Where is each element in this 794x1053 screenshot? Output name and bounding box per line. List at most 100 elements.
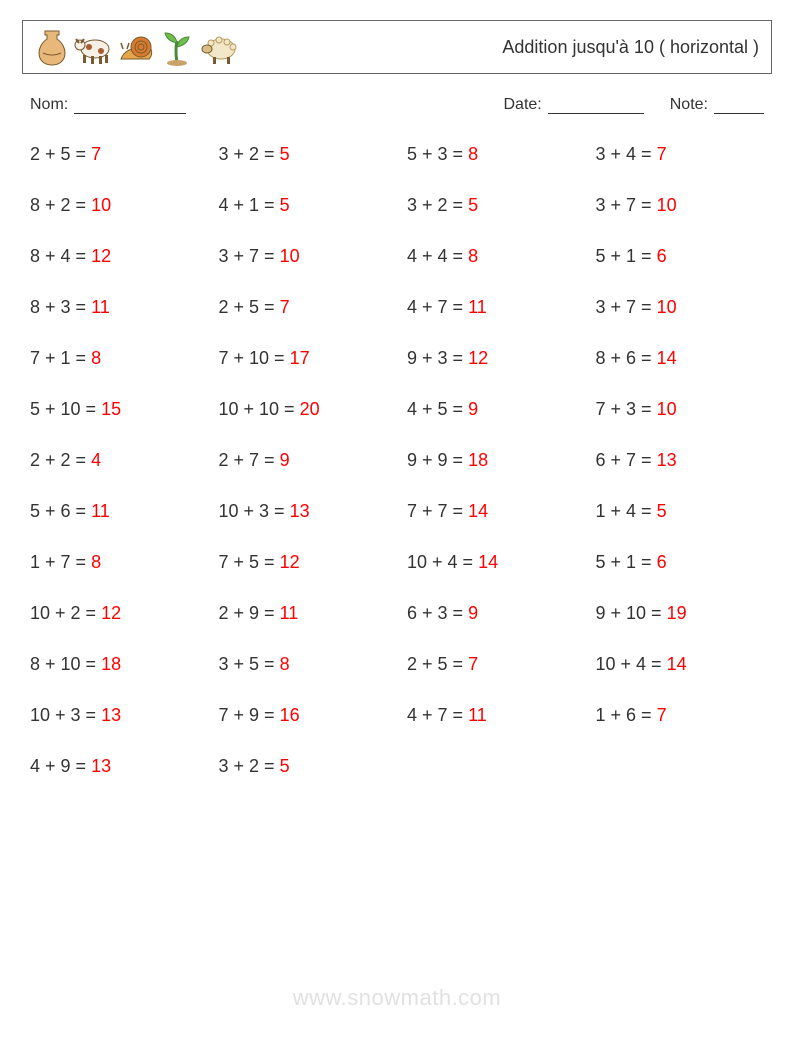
problem-expression: 2 + 9 =: [219, 603, 280, 623]
problem-expression: 3 + 5 =: [219, 654, 280, 674]
problem-expression: 4 + 4 =: [407, 246, 468, 266]
problem: 2 + 5 = 7: [407, 654, 576, 675]
problem: 6 + 3 = 9: [407, 603, 576, 624]
header-icons: [35, 27, 241, 67]
problem-answer: 15: [101, 399, 121, 419]
problem-expression: 5 + 6 =: [30, 501, 91, 521]
problem: 5 + 3 = 8: [407, 144, 576, 165]
problem-expression: 3 + 4 =: [596, 144, 657, 164]
problem: 8 + 6 = 14: [596, 348, 765, 369]
problem-answer: 10: [657, 399, 677, 419]
problem-expression: 3 + 7 =: [596, 297, 657, 317]
problem-expression: 10 + 4 =: [596, 654, 667, 674]
problem: 10 + 4 = 14: [407, 552, 576, 573]
problem: 3 + 2 = 5: [407, 195, 576, 216]
problem-answer: 12: [101, 603, 121, 623]
problem-answer: 14: [667, 654, 687, 674]
problem-expression: 4 + 9 =: [30, 756, 91, 776]
problem-expression: 5 + 3 =: [407, 144, 468, 164]
problem-answer: 13: [290, 501, 310, 521]
problem: 7 + 10 = 17: [219, 348, 388, 369]
problem-expression: 3 + 2 =: [219, 756, 280, 776]
problem: 1 + 7 = 8: [30, 552, 199, 573]
note-blank[interactable]: [714, 96, 764, 114]
snail-icon: [117, 27, 157, 67]
problem: 10 + 3 = 13: [30, 705, 199, 726]
problem: 3 + 4 = 7: [596, 144, 765, 165]
problem-expression: 1 + 7 =: [30, 552, 91, 572]
problem: 3 + 2 = 5: [219, 756, 388, 777]
problem: 2 + 7 = 9: [219, 450, 388, 471]
problem-answer: 7: [91, 144, 101, 164]
sprout-icon: [159, 27, 195, 67]
problem-answer: 11: [91, 501, 110, 521]
problem: 8 + 2 = 10: [30, 195, 199, 216]
problem: 3 + 7 = 10: [596, 195, 765, 216]
problem-expression: 4 + 7 =: [407, 705, 468, 725]
problem: 2 + 2 = 4: [30, 450, 199, 471]
problem-answer: 13: [91, 756, 111, 776]
problem-answer: 7: [657, 705, 667, 725]
name-blank[interactable]: [74, 96, 186, 114]
problem-expression: 3 + 7 =: [219, 246, 280, 266]
problem-answer: 12: [468, 348, 488, 368]
problem-expression: 4 + 5 =: [407, 399, 468, 419]
problem-expression: 6 + 7 =: [596, 450, 657, 470]
problem-answer: 5: [657, 501, 667, 521]
problem-expression: 7 + 3 =: [596, 399, 657, 419]
problem-expression: 2 + 2 =: [30, 450, 91, 470]
problem: 7 + 3 = 10: [596, 399, 765, 420]
problem: 4 + 5 = 9: [407, 399, 576, 420]
problem: 8 + 10 = 18: [30, 654, 199, 675]
problem-answer: 5: [280, 144, 290, 164]
problem: 9 + 3 = 12: [407, 348, 576, 369]
problem: 5 + 10 = 15: [30, 399, 199, 420]
problem-answer: 16: [280, 705, 300, 725]
problem-answer: 10: [280, 246, 300, 266]
problem-answer: 8: [91, 348, 101, 368]
problem-expression: 8 + 10 =: [30, 654, 101, 674]
problem-answer: 4: [91, 450, 101, 470]
problem-answer: 10: [91, 195, 111, 215]
problem-expression: 8 + 4 =: [30, 246, 91, 266]
problem-answer: 11: [468, 705, 487, 725]
problem-expression: 8 + 6 =: [596, 348, 657, 368]
problem-expression: 7 + 5 =: [219, 552, 280, 572]
date-blank[interactable]: [548, 96, 644, 114]
problem-answer: 14: [468, 501, 488, 521]
problem-answer: 12: [280, 552, 300, 572]
problem-expression: 1 + 4 =: [596, 501, 657, 521]
problem-answer: 10: [657, 297, 677, 317]
problem-expression: 1 + 6 =: [596, 705, 657, 725]
problem-answer: 9: [280, 450, 290, 470]
problem-expression: 8 + 3 =: [30, 297, 91, 317]
watermark: www.snowmath.com: [0, 985, 794, 1011]
problem-answer: 9: [468, 399, 478, 419]
problem: 10 + 3 = 13: [219, 501, 388, 522]
problem-answer: 7: [468, 654, 478, 674]
problem-expression: 10 + 3 =: [30, 705, 101, 725]
problem: 4 + 4 = 8: [407, 246, 576, 267]
problem: 1 + 6 = 7: [596, 705, 765, 726]
worksheet-header: Addition jusqu'à 10 ( horizontal ): [22, 20, 772, 74]
problem: 10 + 10 = 20: [219, 399, 388, 420]
problem-expression: 9 + 10 =: [596, 603, 667, 623]
problem-answer: 14: [478, 552, 498, 572]
problem-expression: 5 + 1 =: [596, 552, 657, 572]
problem-answer: 9: [468, 603, 478, 623]
problem: 2 + 9 = 11: [219, 603, 388, 624]
problem: 7 + 5 = 12: [219, 552, 388, 573]
problem: 5 + 1 = 6: [596, 246, 765, 267]
problem-answer: 8: [280, 654, 290, 674]
problem: 9 + 9 = 18: [407, 450, 576, 471]
problem: 8 + 3 = 11: [30, 297, 199, 318]
problem: 5 + 6 = 11: [30, 501, 199, 522]
problem: 3 + 7 = 10: [219, 246, 388, 267]
problem: 3 + 2 = 5: [219, 144, 388, 165]
problem-expression: 2 + 7 =: [219, 450, 280, 470]
problem: 7 + 9 = 16: [219, 705, 388, 726]
problem-answer: 13: [101, 705, 121, 725]
problem-expression: 9 + 3 =: [407, 348, 468, 368]
problem-expression: 5 + 10 =: [30, 399, 101, 419]
problem-answer: 6: [657, 246, 667, 266]
